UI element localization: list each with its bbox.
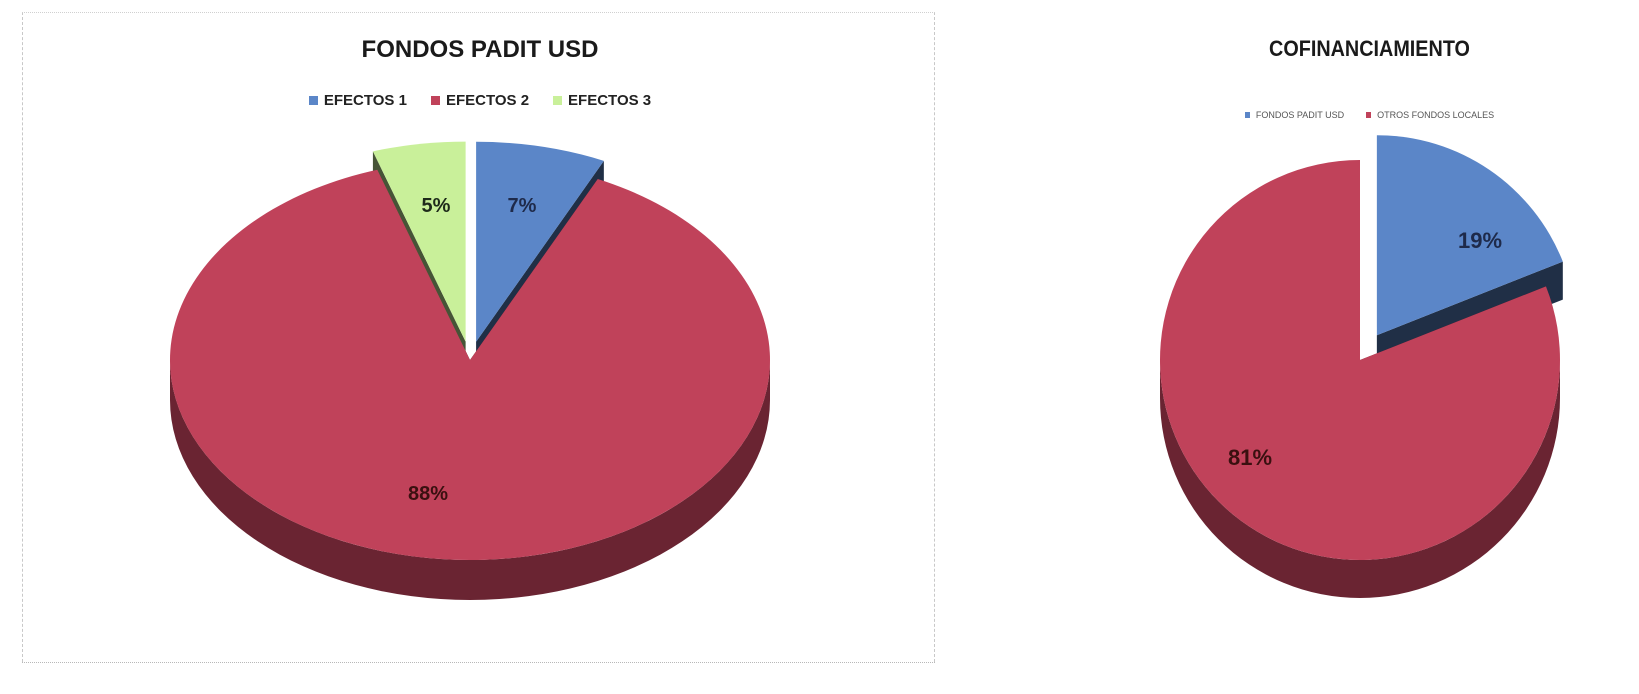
pie-slice-side [1160, 360, 1560, 598]
chart-panel-fondos-padit: FONDOS PADIT USD EFECTOS 1 EFECTOS 2 EFE… [0, 12, 960, 663]
legend-swatch [1244, 112, 1250, 118]
pie-slice-1 [1376, 135, 1563, 336]
legend-item-otros-fondos-locales: OTROS FONDOS LOCALES [1366, 110, 1494, 120]
legend-swatch [553, 96, 563, 105]
legend-label: EFECTOS 2 [445, 92, 530, 109]
data-label: 88% [408, 483, 448, 505]
data-label: 5% [422, 195, 451, 217]
pie-chart-fondos-padit: 7% 88% 5% [169, 141, 770, 600]
pie-slice-2 [169, 169, 770, 560]
chart-panel-cofinanciamiento: COFINANCIAMIENTO FONDOS PADIT USD OTROS … [1100, 0, 1639, 694]
chart-frame [22, 12, 935, 662]
chart-frame-bottom [22, 662, 935, 663]
legend-swatch [308, 96, 318, 105]
legend-item-fondos-padit-usd: FONDOS PADIT USD [1244, 110, 1345, 120]
legend-swatch [1366, 112, 1372, 118]
legend-item-efectos-3: EFECTOS 3 [553, 92, 651, 109]
data-label: 81% [1228, 445, 1272, 470]
data-label: 7% [508, 195, 537, 217]
legend-item-efectos-2: EFECTOS 2 [430, 92, 530, 109]
pie-slice-2 [1160, 159, 1560, 560]
chart-title: COFINANCIAMIENTO [1269, 36, 1470, 61]
data-label: 19% [1458, 228, 1502, 253]
legend-label: EFECTOS 1 [323, 92, 407, 109]
legend-label: FONDOS PADIT USD [1255, 110, 1345, 120]
legend-label: EFECTOS 3 [568, 92, 652, 109]
pie-slice-side [170, 360, 770, 600]
pie-slice-1 [476, 141, 604, 342]
legend-item-efectos-1: EFECTOS 1 [308, 92, 407, 109]
legend-label: OTROS FONDOS LOCALES [1377, 110, 1495, 120]
pie-chart-cofinanciamiento: 19% 81% [1160, 135, 1563, 598]
legend-swatch [430, 96, 440, 105]
pie-slice-3 [372, 141, 466, 342]
legend: EFECTOS 1 EFECTOS 2 EFECTOS 3 [0, 92, 960, 109]
chart-title: FONDOS PADIT USD [361, 36, 599, 63]
legend: FONDOS PADIT USD OTROS FONDOS LOCALES [1100, 110, 1639, 120]
